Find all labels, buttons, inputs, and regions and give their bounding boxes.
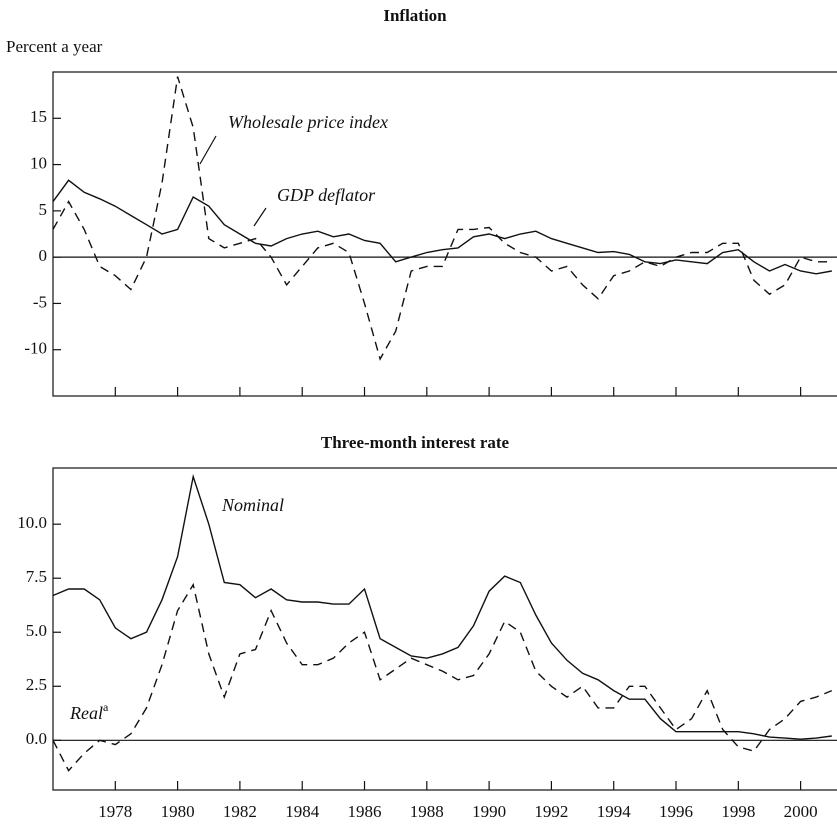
x-tick-label: 1998 [721, 802, 755, 821]
series-line [52, 76, 832, 361]
series-line [52, 473, 832, 740]
x-tick-label: 2000 [784, 802, 818, 821]
y-axis-label: Percent a year [6, 37, 103, 56]
series-line [52, 179, 832, 275]
y-tick-label: 5 [39, 200, 48, 219]
footnote-marker: a [103, 700, 109, 714]
y-tick-label: 0.0 [26, 729, 47, 748]
y-tick-label: 5.0 [26, 621, 47, 640]
chart-title: Inflation [383, 6, 447, 25]
x-tick-label: 1988 [410, 802, 444, 821]
series-line [52, 582, 833, 772]
y-tick-label: 10.0 [17, 513, 47, 532]
y-tick-label: 15 [30, 107, 47, 126]
y-tick-label: 2.5 [26, 675, 47, 694]
series-label-text: Real [69, 703, 103, 723]
series-label: Reala [69, 700, 109, 723]
x-tick-label: 1986 [348, 802, 382, 821]
y-tick-label: 10 [30, 153, 47, 172]
plot-frame [52, 467, 837, 791]
x-tick-label: 1984 [285, 802, 320, 821]
x-tick-label: 1996 [659, 802, 693, 821]
x-tick-label: 1982 [223, 802, 257, 821]
y-tick-label: -10 [24, 339, 47, 358]
series-label: GDP deflator [277, 185, 376, 205]
x-tick-label: 1994 [597, 802, 632, 821]
plot-frame [52, 71, 837, 397]
series-label: Nominal [221, 495, 284, 515]
x-tick-label: 1990 [472, 802, 506, 821]
x-tick-label: 1992 [534, 802, 568, 821]
leader-line [253, 207, 267, 227]
x-tick-label: 1980 [161, 802, 195, 821]
x-tick-label: 1978 [98, 802, 132, 821]
leader-line [199, 135, 217, 165]
series-label: Wholesale price index [228, 112, 388, 132]
y-tick-label: -5 [33, 292, 47, 311]
y-tick-label: 7.5 [26, 567, 47, 586]
chart-title: Three-month interest rate [321, 433, 510, 452]
y-tick-label: 0 [39, 246, 48, 265]
